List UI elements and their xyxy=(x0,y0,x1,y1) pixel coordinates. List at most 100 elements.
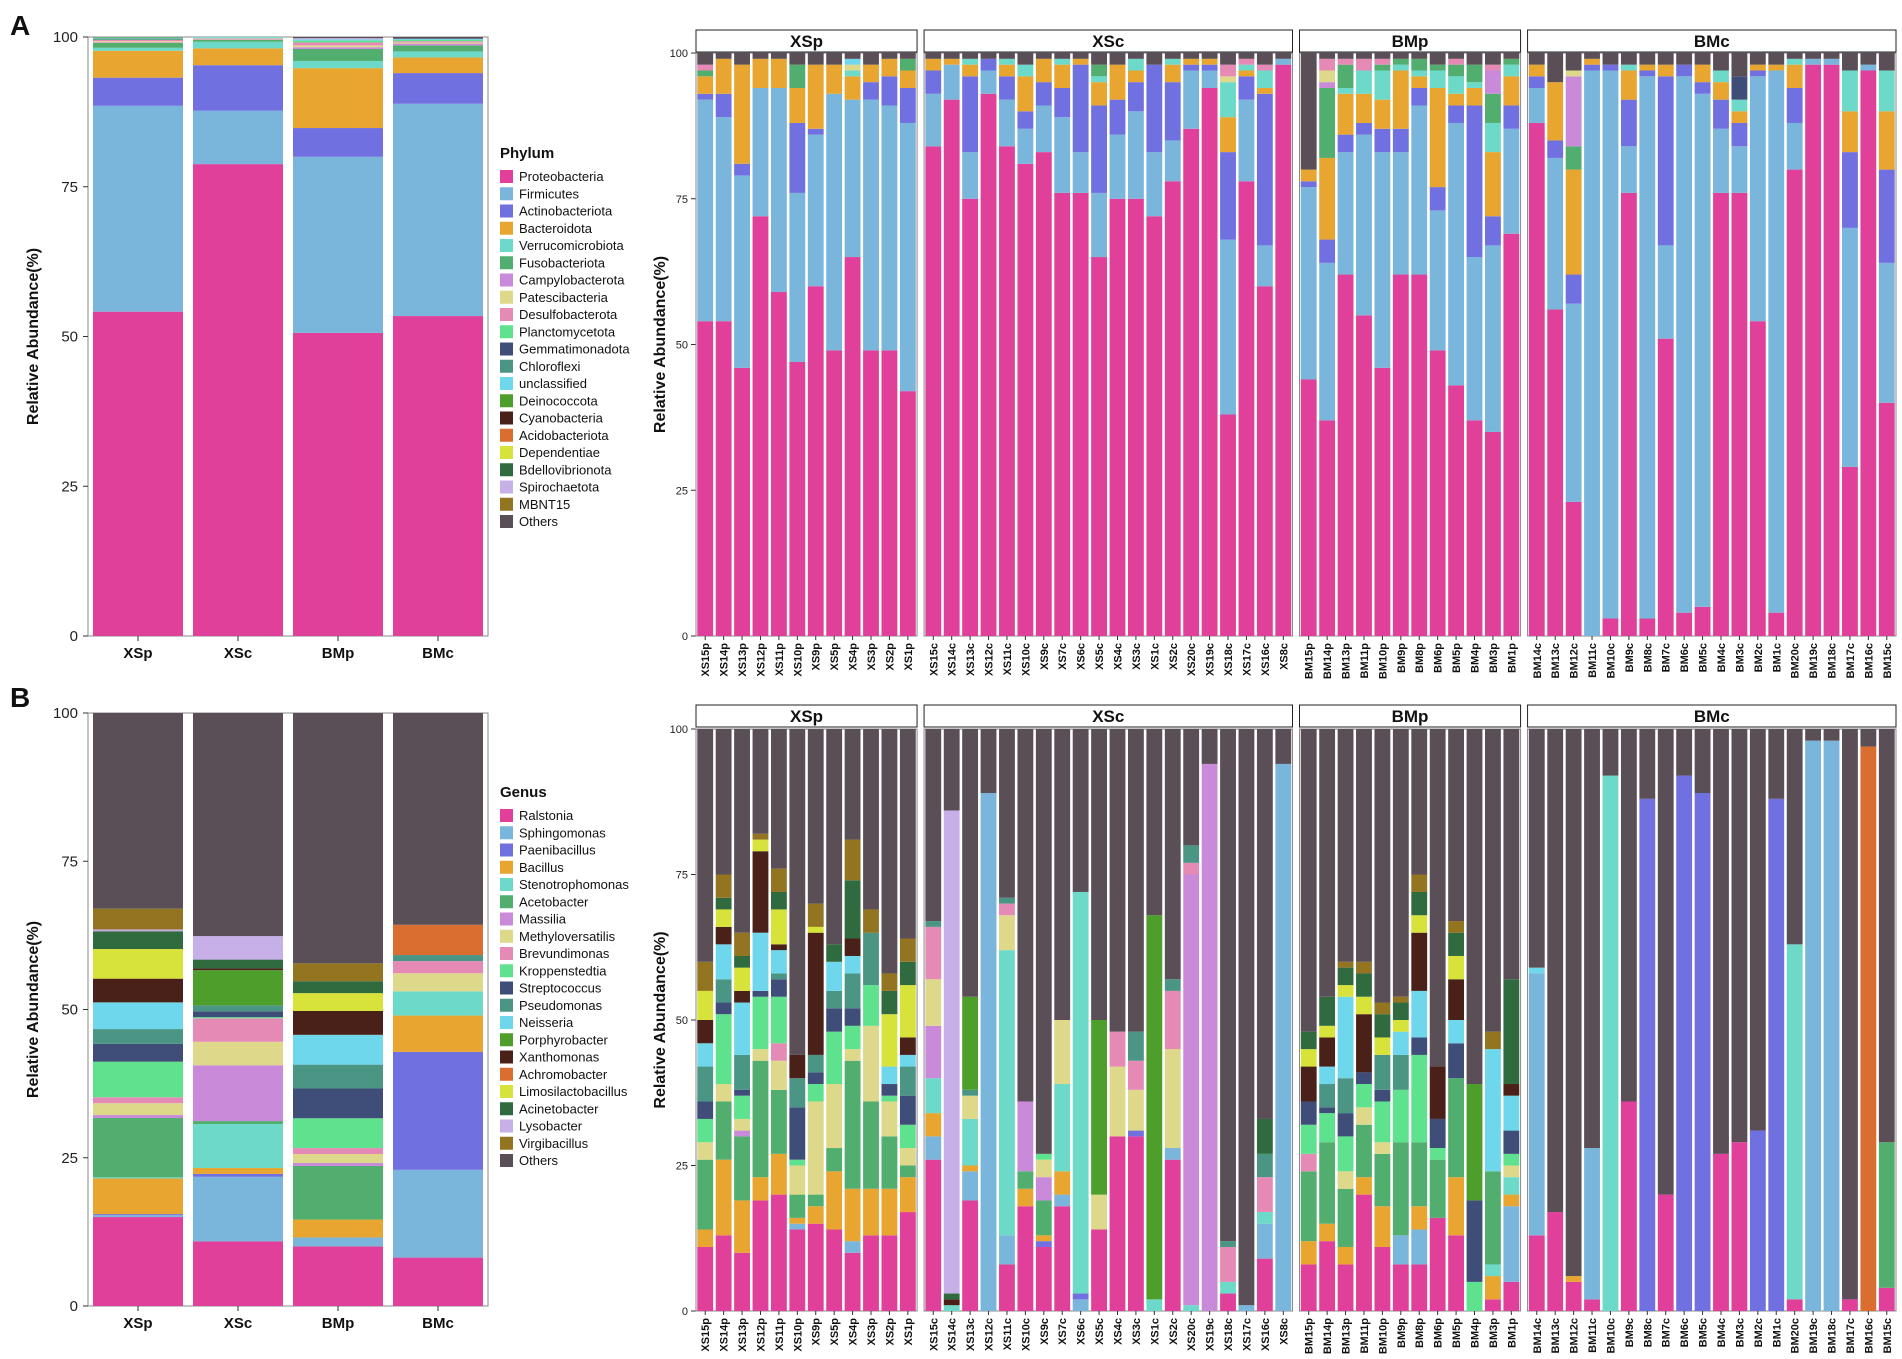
genus-facet-bar-segment xyxy=(1337,1171,1354,1189)
genus-facet-bar-segment xyxy=(770,729,787,869)
genus-facet-facet-frame xyxy=(1299,728,1522,1312)
phylum-facet-xtick-label: XS1p xyxy=(903,643,915,671)
phylum-facet-bar-segment xyxy=(1786,53,1803,59)
phylum-facet-bar-segment xyxy=(1238,76,1255,100)
phylum-facet-xtick-label: XS4c xyxy=(1112,643,1124,670)
phylum-facet-bar-segment xyxy=(1256,245,1273,287)
phylum-facet-facet-frame xyxy=(1299,52,1522,637)
phylum-facet-xtick-label: BM6p xyxy=(1433,643,1445,673)
genus-facet-bar-segment xyxy=(1676,729,1693,776)
genus-facet-bar-segment xyxy=(789,1165,806,1195)
genus-facet-xtick-label: BM13c xyxy=(1550,1318,1562,1353)
phylum-facet-bar-segment xyxy=(1072,58,1089,65)
phylum-facet-bar-segment xyxy=(1676,53,1693,65)
genus-bar-segment xyxy=(93,1215,183,1218)
genus-bar-segment xyxy=(193,1123,283,1169)
genus-facet-bar-segment xyxy=(1429,1148,1446,1160)
phylum-facet-bar-segment xyxy=(1054,117,1071,193)
genus-facet-bar-segment xyxy=(844,1241,861,1253)
phylum-facet-xtick-label: BM14p xyxy=(1322,643,1334,679)
phylum-bar-segment xyxy=(193,38,283,40)
genus-facet-bar-segment xyxy=(1639,729,1656,799)
phylum-facet-bar-segment xyxy=(925,70,942,94)
phylum-legend-swatch xyxy=(500,273,513,287)
phylum-facet-bar-segment xyxy=(1547,309,1564,636)
phylum-facet-bar-segment xyxy=(1164,58,1181,65)
phylum-facet-bar-segment xyxy=(1878,402,1895,636)
genus-facet-xtick-label: XS14c xyxy=(947,1318,959,1351)
genus-facet-xtick-label: BM1p xyxy=(1506,1318,1518,1348)
phylum-facet-bar-segment xyxy=(1054,64,1071,88)
phylum-facet-bar-segment xyxy=(1256,93,1273,246)
phylum-bar-segment xyxy=(393,37,483,39)
genus-facet-bar-segment xyxy=(925,1078,942,1114)
genus-bar-segment xyxy=(93,1061,183,1098)
genus-facet-bar-segment xyxy=(1392,1020,1409,1032)
genus-bar-segment xyxy=(293,981,383,994)
genus-ytick-label: 50 xyxy=(61,1002,78,1019)
genus-bar-segment xyxy=(93,1217,183,1306)
phylum-bar-segment xyxy=(193,37,283,39)
phylum-bar-segment xyxy=(93,105,183,312)
phylum-facet-bar-segment xyxy=(1146,64,1163,153)
genus-facet-bar-segment xyxy=(752,990,769,997)
genus-facet-bar-segment xyxy=(1429,1217,1446,1311)
phylum-facet-bar-segment xyxy=(1768,70,1785,613)
genus-facet-bar-segment xyxy=(1392,996,1409,1003)
genus-facet-bar-segment xyxy=(1035,1241,1052,1247)
phylum-bar-segment xyxy=(293,42,383,46)
phylum-facet-facet-strip xyxy=(923,29,1293,53)
genus-facet-bar-segment xyxy=(1054,1084,1071,1172)
phylum-facet-bar-segment xyxy=(1220,239,1236,415)
phylum-facet-xtick-label: XS7c xyxy=(1057,643,1069,670)
genus-facet-bar-segment xyxy=(789,1078,806,1108)
phylum-facet-bar-segment xyxy=(770,292,787,636)
genus-facet-bar-segment xyxy=(697,1101,714,1119)
genus-facet-xtick-label: BM3p xyxy=(1488,1318,1500,1348)
phylum-facet-bar-segment xyxy=(1528,64,1545,77)
phylum-legend-label: MBNT15 xyxy=(519,497,570,512)
phylum-legend-label: Chloroflexi xyxy=(519,359,581,374)
phylum-facet-bar-segment xyxy=(1639,76,1656,619)
genus-bar-segment xyxy=(193,1176,283,1242)
phylum-facet-bar-segment xyxy=(1146,152,1163,217)
genus-facet-bar-segment xyxy=(1448,932,1465,956)
genus-facet-xtick-label: XS5c xyxy=(1094,1318,1106,1345)
phylum-facet-bar-segment xyxy=(1392,152,1409,275)
phylum-facet-bar-segment xyxy=(899,87,916,123)
genus-facet-bar-segment xyxy=(863,1101,879,1189)
genus-facet-bar-segment xyxy=(1017,1188,1034,1207)
phylum-facet-bar-segment xyxy=(1878,70,1895,112)
phylum-facet-xtick-label: BM2c xyxy=(1753,643,1765,672)
phylum-bar-segment xyxy=(393,103,483,317)
genus-facet-bar-segment xyxy=(715,944,732,980)
phylum-ytick-label: 100 xyxy=(53,29,78,46)
genus-facet-xtick-label: XS9c xyxy=(1039,1318,1051,1345)
phylum-bar-segment xyxy=(193,39,283,42)
genus-facet-xtick-label: BM9c xyxy=(1624,1318,1636,1347)
genus-facet-bar-segment xyxy=(734,967,750,991)
genus-facet-bar-segment xyxy=(770,1153,787,1195)
genus-facet-bar-segment xyxy=(734,955,750,968)
genus-facet-bar-segment xyxy=(752,1060,769,1178)
genus-facet-bar-segment xyxy=(752,729,769,834)
genus-facet-bar-segment xyxy=(770,1089,787,1154)
genus-bar-segment xyxy=(93,1177,183,1179)
genus-facet-bar-segment xyxy=(1374,1142,1391,1154)
genus-facet-bar-segment xyxy=(1374,1101,1391,1143)
genus-facet-bar-segment xyxy=(697,1142,714,1160)
genus-facet-facet-title: XSp xyxy=(790,707,823,726)
genus-facet-xtick-label: XS13p xyxy=(737,1318,749,1352)
genus-facet-bar-segment xyxy=(807,1101,824,1195)
genus-facet-bar-segment xyxy=(1127,1136,1144,1311)
phylum-facet-xtick-label: XS13p xyxy=(737,643,749,677)
phylum-facet-bar-segment xyxy=(1805,64,1822,636)
phylum-facet-bar-segment xyxy=(715,53,732,59)
phylum-facet-bar-segment xyxy=(1639,64,1656,71)
phylum-facet-bar-segment xyxy=(789,192,806,362)
phylum-legend-swatch xyxy=(500,428,513,442)
genus-facet-xtick-label: XS14p xyxy=(719,1318,731,1352)
phylum-ytick-label: 25 xyxy=(61,478,78,495)
genus-facet-xtick-label: BM18c xyxy=(1827,1318,1839,1353)
genus-facet-bar-segment xyxy=(734,932,750,956)
